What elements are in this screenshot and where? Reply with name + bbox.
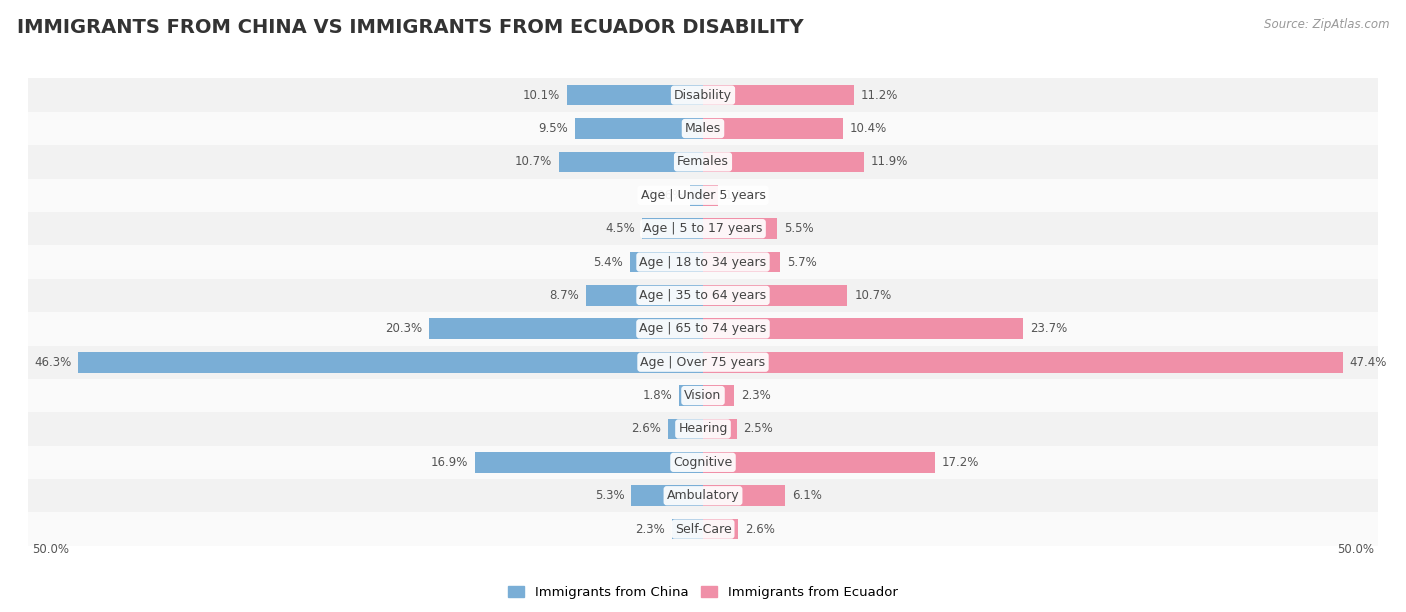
- Bar: [703, 485, 786, 506]
- Text: 11.9%: 11.9%: [870, 155, 908, 168]
- Text: 10.1%: 10.1%: [523, 89, 560, 102]
- Bar: [28, 112, 1378, 145]
- Bar: [28, 446, 1378, 479]
- Text: 5.4%: 5.4%: [593, 256, 623, 269]
- Text: Age | 65 to 74 years: Age | 65 to 74 years: [640, 323, 766, 335]
- Bar: [28, 278, 1378, 312]
- Bar: [703, 519, 738, 539]
- Text: Source: ZipAtlas.com: Source: ZipAtlas.com: [1264, 18, 1389, 31]
- Text: 9.5%: 9.5%: [538, 122, 568, 135]
- Text: 50.0%: 50.0%: [32, 543, 69, 556]
- Text: Ambulatory: Ambulatory: [666, 489, 740, 502]
- Bar: [558, 152, 703, 172]
- Text: Age | 18 to 34 years: Age | 18 to 34 years: [640, 256, 766, 269]
- Bar: [79, 352, 703, 373]
- Text: Females: Females: [678, 155, 728, 168]
- Text: 10.4%: 10.4%: [851, 122, 887, 135]
- Bar: [703, 385, 734, 406]
- Bar: [28, 145, 1378, 179]
- Text: 2.6%: 2.6%: [631, 422, 661, 436]
- Text: 20.3%: 20.3%: [385, 323, 422, 335]
- Bar: [668, 419, 703, 439]
- Text: Age | 35 to 64 years: Age | 35 to 64 years: [640, 289, 766, 302]
- Bar: [567, 85, 703, 105]
- Bar: [703, 285, 848, 306]
- Bar: [28, 179, 1378, 212]
- Text: 5.3%: 5.3%: [595, 489, 624, 502]
- Text: IMMIGRANTS FROM CHINA VS IMMIGRANTS FROM ECUADOR DISABILITY: IMMIGRANTS FROM CHINA VS IMMIGRANTS FROM…: [17, 18, 803, 37]
- Bar: [575, 118, 703, 139]
- Bar: [475, 452, 703, 472]
- Bar: [28, 379, 1378, 412]
- Bar: [28, 78, 1378, 112]
- Bar: [585, 285, 703, 306]
- Bar: [28, 245, 1378, 278]
- Text: Age | 5 to 17 years: Age | 5 to 17 years: [644, 222, 762, 235]
- Bar: [703, 218, 778, 239]
- Bar: [703, 419, 737, 439]
- Text: 16.9%: 16.9%: [430, 456, 468, 469]
- Text: 50.0%: 50.0%: [1337, 543, 1374, 556]
- Text: 0.96%: 0.96%: [645, 188, 683, 202]
- Text: 5.5%: 5.5%: [785, 222, 814, 235]
- Bar: [703, 352, 1343, 373]
- Bar: [429, 318, 703, 339]
- Text: 8.7%: 8.7%: [550, 289, 579, 302]
- Text: 1.8%: 1.8%: [643, 389, 672, 402]
- Bar: [703, 118, 844, 139]
- Text: Disability: Disability: [673, 89, 733, 102]
- Bar: [703, 185, 718, 206]
- Text: 2.3%: 2.3%: [741, 389, 770, 402]
- Text: 1.1%: 1.1%: [724, 188, 755, 202]
- Bar: [28, 312, 1378, 346]
- Text: 2.3%: 2.3%: [636, 523, 665, 536]
- Text: Self-Care: Self-Care: [675, 523, 731, 536]
- Text: 4.5%: 4.5%: [606, 222, 636, 235]
- Text: 6.1%: 6.1%: [792, 489, 823, 502]
- Text: Males: Males: [685, 122, 721, 135]
- Text: Vision: Vision: [685, 389, 721, 402]
- Text: 46.3%: 46.3%: [34, 356, 72, 368]
- Bar: [643, 218, 703, 239]
- Text: Cognitive: Cognitive: [673, 456, 733, 469]
- Bar: [28, 212, 1378, 245]
- Bar: [703, 452, 935, 472]
- Bar: [703, 85, 855, 105]
- Bar: [631, 485, 703, 506]
- Text: 47.4%: 47.4%: [1350, 356, 1386, 368]
- Text: 17.2%: 17.2%: [942, 456, 980, 469]
- Bar: [690, 185, 703, 206]
- Text: Age | Under 5 years: Age | Under 5 years: [641, 188, 765, 202]
- Bar: [672, 519, 703, 539]
- Text: 5.7%: 5.7%: [787, 256, 817, 269]
- Bar: [28, 346, 1378, 379]
- Bar: [679, 385, 703, 406]
- Text: 23.7%: 23.7%: [1029, 323, 1067, 335]
- Text: Age | Over 75 years: Age | Over 75 years: [641, 356, 765, 368]
- Text: 2.6%: 2.6%: [745, 523, 775, 536]
- Bar: [703, 252, 780, 272]
- Bar: [630, 252, 703, 272]
- Bar: [28, 479, 1378, 512]
- Text: 10.7%: 10.7%: [855, 289, 891, 302]
- Text: 11.2%: 11.2%: [860, 89, 898, 102]
- Text: 2.5%: 2.5%: [744, 422, 773, 436]
- Bar: [703, 318, 1024, 339]
- Bar: [28, 512, 1378, 546]
- Text: Hearing: Hearing: [678, 422, 728, 436]
- Text: 10.7%: 10.7%: [515, 155, 551, 168]
- Legend: Immigrants from China, Immigrants from Ecuador: Immigrants from China, Immigrants from E…: [508, 586, 898, 599]
- Bar: [28, 412, 1378, 446]
- Bar: [703, 152, 863, 172]
